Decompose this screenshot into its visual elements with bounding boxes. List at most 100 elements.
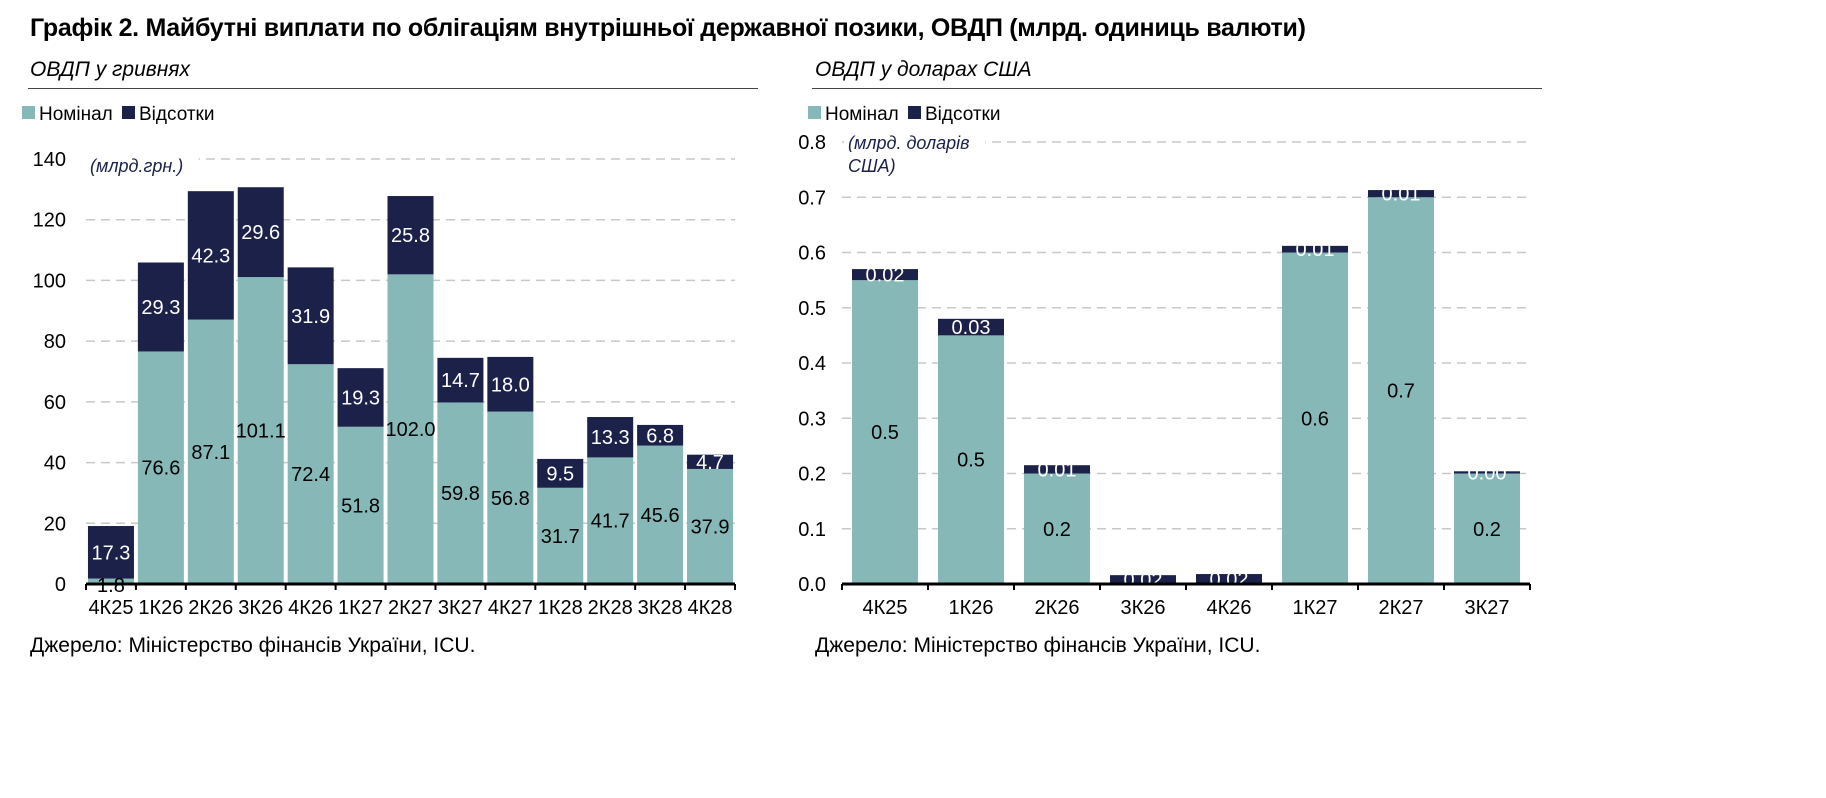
right-bar-interest-1К26 bbox=[938, 318, 1004, 336]
left-unit-label-bg bbox=[86, 152, 199, 176]
left-bar-nominal-3К28 bbox=[637, 445, 684, 584]
left-label-interest: 6.8 bbox=[646, 425, 674, 447]
right-legend-label-0: Номінал bbox=[825, 104, 899, 125]
left-bar-nominal-2К28 bbox=[587, 457, 634, 584]
left-ytick-label: 120 bbox=[33, 210, 66, 232]
left-label-interest: 29.6 bbox=[241, 222, 280, 244]
left-label-interest: 17.3 bbox=[91, 542, 130, 564]
left-bar-nominal-4К28 bbox=[687, 468, 734, 584]
right-bar-interest-4К25 bbox=[852, 269, 918, 281]
left-label-interest: 31.9 bbox=[291, 306, 330, 328]
left-xtick-label: 3К28 bbox=[638, 597, 683, 619]
left-ytick-label: 0 bbox=[55, 574, 66, 596]
right-unit-label-bg bbox=[844, 152, 890, 176]
left-bar-interest-2К28 bbox=[587, 417, 634, 458]
right-label-nominal: 0.5 bbox=[957, 450, 985, 472]
right-ytick-label: 0.1 bbox=[798, 519, 826, 541]
left-bar-nominal-3К26 bbox=[237, 277, 284, 584]
left-bar-interest-3К28 bbox=[637, 424, 684, 446]
left-ytick-label: 140 bbox=[33, 149, 66, 171]
left-bar-nominal-4К25 bbox=[87, 578, 134, 584]
left-label-nominal: 101.1 bbox=[236, 421, 286, 443]
right-chart-subtitle: ОВДП у доларах США bbox=[815, 58, 1032, 81]
left-bar-nominal-1К28 bbox=[537, 487, 584, 584]
right-ytick-label: 0.3 bbox=[798, 408, 826, 430]
right-unit-label: США) bbox=[848, 156, 896, 176]
left-xtick-label: 4К28 bbox=[688, 597, 733, 619]
left-label-nominal: 87.1 bbox=[191, 442, 230, 464]
left-xtick-label: 4К27 bbox=[488, 597, 533, 619]
left-xtick-label: 3К27 bbox=[438, 597, 483, 619]
right-source-note: Джерело: Міністерство фінансів України, … bbox=[815, 634, 1261, 657]
right-ytick-label: 0.2 bbox=[798, 464, 826, 486]
right-bar-interest-3К26 bbox=[1110, 575, 1176, 584]
right-xtick-label: 4К26 bbox=[1206, 597, 1251, 619]
left-xtick-label: 4К25 bbox=[88, 597, 133, 619]
right-label-interest: 0.01 bbox=[1296, 239, 1335, 261]
left-legend-swatch-1 bbox=[122, 106, 135, 119]
left-xtick-label: 2К26 bbox=[188, 597, 233, 619]
right-bar-interest-2К27 bbox=[1368, 190, 1434, 198]
left-legend-label-0: Номінал bbox=[39, 104, 113, 125]
left-legend-swatch-0 bbox=[22, 106, 35, 119]
left-bar-interest-1К26 bbox=[137, 262, 184, 352]
left-label-nominal: 45.6 bbox=[641, 505, 680, 527]
left-label-nominal: 56.8 bbox=[491, 488, 530, 510]
left-bar-nominal-2К27 bbox=[387, 274, 434, 584]
right-label-interest: 0.01 bbox=[1382, 184, 1421, 206]
left-xtick-label: 1К28 bbox=[538, 597, 583, 619]
right-legend-swatch-0 bbox=[808, 106, 821, 119]
right-bar-nominal-2К27 bbox=[1368, 197, 1434, 584]
right-xtick-label: 3К26 bbox=[1120, 597, 1165, 619]
right-label-nominal: 0.2 bbox=[1043, 519, 1071, 541]
right-bar-interest-3К27 bbox=[1454, 471, 1520, 474]
left-source-note: Джерело: Міністерство фінансів України, … bbox=[30, 634, 476, 657]
left-bar-interest-3К26 bbox=[237, 187, 284, 278]
left-label-interest: 13.3 bbox=[591, 427, 630, 449]
right-bar-nominal-3К27 bbox=[1454, 473, 1520, 584]
right-legend-label-1: Відсотки bbox=[925, 104, 1000, 125]
right-divider bbox=[812, 88, 1542, 89]
left-label-interest: 19.3 bbox=[341, 387, 380, 409]
left-label-nominal: 102.0 bbox=[385, 419, 435, 441]
right-bar-interest-4К26 bbox=[1196, 574, 1262, 584]
left-bar-interest-4К25 bbox=[87, 526, 134, 579]
left-label-nominal: 1.8 bbox=[97, 575, 125, 597]
left-legend-label-1: Відсотки bbox=[139, 104, 214, 125]
left-bar-nominal-1К26 bbox=[137, 351, 184, 584]
left-bar-interest-2К27 bbox=[387, 196, 434, 275]
right-bar-interest-2К26 bbox=[1024, 465, 1090, 474]
figure-title: Графік 2. Майбутні виплати по облігаціям… bbox=[30, 14, 1306, 42]
left-bar-interest-1К27 bbox=[337, 368, 384, 427]
right-xtick-label: 2К26 bbox=[1034, 597, 1079, 619]
left-chart-subtitle: ОВДП у гривнях bbox=[30, 58, 191, 81]
right-label-nominal: 0.5 bbox=[871, 422, 899, 444]
left-bar-interest-4К26 bbox=[287, 267, 334, 365]
right-label-interest: 0.02 bbox=[866, 265, 905, 287]
right-ytick-label: 0.7 bbox=[798, 187, 826, 209]
left-label-nominal: 59.8 bbox=[441, 483, 480, 505]
right-bar-nominal-1К26 bbox=[938, 335, 1004, 584]
right-xtick-label: 2К27 bbox=[1378, 597, 1423, 619]
left-xtick-label: 3К26 bbox=[238, 597, 283, 619]
right-ytick-label: 0.6 bbox=[798, 243, 826, 265]
left-bar-interest-4К28 bbox=[687, 454, 734, 469]
left-label-nominal: 76.6 bbox=[141, 458, 180, 480]
left-bar-nominal-2К26 bbox=[187, 319, 234, 584]
right-unit-label: (млрд. доларів bbox=[848, 133, 970, 153]
left-label-interest: 18.0 bbox=[491, 374, 530, 396]
left-xtick-label: 1К26 bbox=[138, 597, 183, 619]
right-xtick-label: 4К25 bbox=[862, 597, 907, 619]
left-xtick-label: 1К27 bbox=[338, 597, 383, 619]
right-unit-label-bg bbox=[844, 129, 985, 153]
left-label-interest: 25.8 bbox=[391, 225, 430, 247]
right-bar-nominal-2К26 bbox=[1024, 473, 1090, 584]
right-bar-interest-1К27 bbox=[1282, 245, 1348, 253]
left-xtick-label: 2К27 bbox=[388, 597, 433, 619]
right-label-nominal: 0.2 bbox=[1473, 519, 1501, 541]
right-bar-nominal-1К27 bbox=[1282, 252, 1348, 584]
left-label-nominal: 41.7 bbox=[591, 511, 630, 533]
right-label-interest: 0.02 bbox=[1210, 569, 1249, 591]
left-bar-interest-1К28 bbox=[537, 458, 584, 488]
right-label-interest: 0.02 bbox=[1124, 570, 1163, 592]
